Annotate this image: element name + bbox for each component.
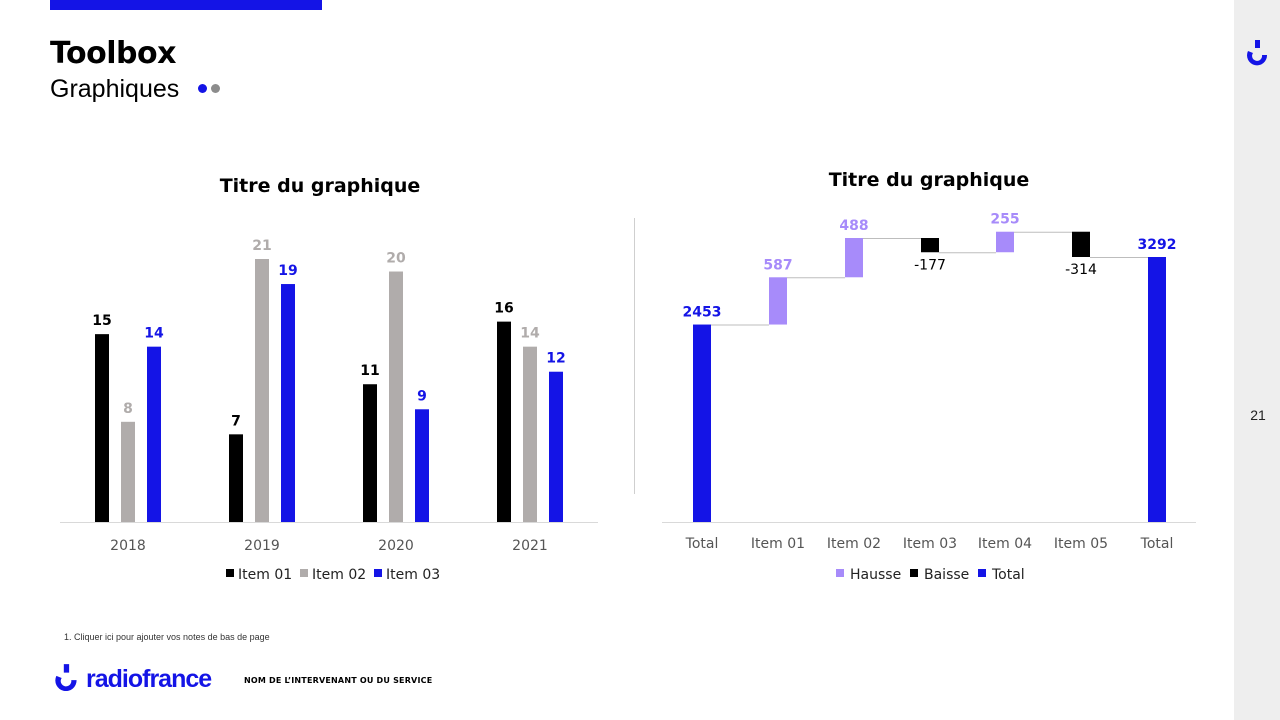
data-label: 587: [763, 257, 792, 273]
data-label: 20: [386, 251, 406, 267]
waterfall-bar-4: [921, 238, 939, 253]
footer-logo: radiofrance: [52, 662, 212, 696]
radiofrance-logo-icon: [1244, 38, 1272, 74]
dot-blue: [198, 84, 207, 93]
legend-swatch-3: [374, 569, 382, 577]
data-label: 12: [546, 351, 565, 367]
data-label: 8: [123, 401, 133, 417]
chart-divider: [634, 218, 635, 494]
waterfall-bar-2: [769, 277, 787, 325]
bar-2019-item-03: [281, 284, 295, 522]
chart2-title: Titre du graphique: [829, 169, 1030, 191]
bar-2018-item-01: [95, 334, 109, 522]
data-label: 14: [520, 326, 540, 342]
x-tick-label: Item 01: [751, 536, 805, 552]
bar-2018-item-03: [147, 346, 161, 522]
waterfall-bar-7: [1148, 257, 1166, 522]
bar-2021-item-01: [497, 321, 511, 522]
data-label: 3292: [1138, 237, 1177, 253]
chart1-title: Titre du graphique: [220, 175, 421, 197]
legend-swatch-1: [226, 569, 234, 577]
waterfall-bar-1: [693, 324, 711, 522]
legend-swatch-2: [300, 569, 308, 577]
x-tick-label: Item 05: [1054, 536, 1108, 552]
data-label: 14: [144, 326, 164, 342]
x-tick-label: Item 02: [827, 536, 881, 552]
right-side-panel: [1234, 0, 1280, 720]
x-tick-label: Total: [685, 536, 719, 552]
x-tick-label: Item 04: [978, 536, 1032, 552]
legend-label: Item 02: [312, 567, 366, 583]
waterfall-bar-6: [1072, 231, 1090, 257]
data-label: -177: [914, 257, 946, 273]
legend-label: Item 01: [238, 567, 292, 583]
legend-label: Total: [991, 567, 1025, 583]
x-tick-label: Total: [1140, 536, 1174, 552]
page-title: Toolbox: [50, 36, 176, 71]
legend-swatch-total: [978, 569, 986, 577]
waterfall-bar-3: [845, 238, 863, 278]
data-label: -314: [1065, 262, 1097, 278]
page-subtitle: Graphiques: [50, 75, 180, 103]
data-label: 16: [494, 301, 513, 317]
waterfall-chart: Titre du graphique 2453 Total 587 Item 01 488…: [662, 169, 1196, 583]
bar-2020-item-01: [363, 384, 377, 522]
data-label: 2453: [683, 305, 722, 321]
data-label: 11: [360, 363, 379, 379]
x-tick-label: 2019: [244, 538, 280, 554]
data-label: 15: [92, 313, 111, 329]
bar-2021-item-02: [523, 346, 537, 522]
data-label: 21: [252, 238, 271, 254]
data-label: 488: [839, 218, 868, 234]
footer-logo-text: radiofrance: [86, 664, 212, 693]
page-number: 21: [1250, 407, 1266, 423]
radiofrance-footer-icon: [55, 664, 77, 692]
top-accent-bar: [50, 0, 322, 10]
x-tick-label: Item 03: [903, 536, 957, 552]
footer-service-name: NOM DE L’INTERVENANT OU DU SERVICE: [244, 676, 433, 685]
bar-2020-item-03: [415, 409, 429, 522]
x-tick-label: 2021: [512, 538, 548, 554]
subtitle-dots: [198, 84, 222, 94]
data-label: 19: [278, 263, 297, 279]
bar-2020-item-02: [389, 271, 403, 522]
bar-2019-item-02: [255, 259, 269, 522]
footnote: 1. Cliquer ici pour ajouter vos notes de…: [64, 632, 270, 642]
bar-2021-item-03: [549, 371, 563, 522]
legend-swatch-baisse: [910, 569, 918, 577]
legend-swatch-hausse: [836, 569, 844, 577]
bar-chart: Titre du graphique 15 8 14 2018 7 21 19 2019 11 20…: [60, 175, 598, 583]
data-label: 255: [990, 212, 1019, 228]
legend-label: Baisse: [924, 567, 969, 583]
x-tick-label: 2018: [110, 538, 146, 554]
bar-2019-item-01: [229, 434, 243, 522]
bar-2018-item-02: [121, 421, 135, 522]
legend-label: Hausse: [850, 567, 901, 583]
x-tick-label: 2020: [378, 538, 414, 554]
data-label: 7: [231, 413, 241, 429]
dot-grey: [211, 84, 220, 93]
data-label: 9: [417, 388, 427, 404]
waterfall-bar-5: [996, 231, 1014, 253]
legend-label: Item 03: [386, 567, 440, 583]
